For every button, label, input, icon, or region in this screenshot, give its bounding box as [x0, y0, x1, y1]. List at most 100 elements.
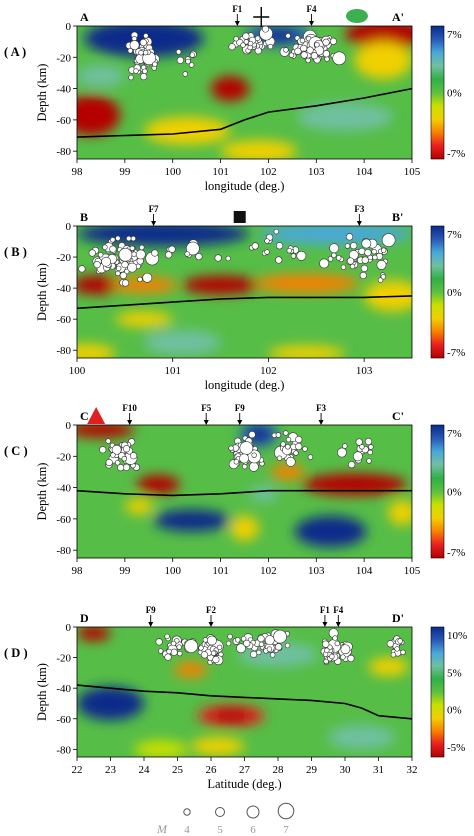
- earthquake-event: [118, 247, 133, 262]
- earthquake-event: [340, 654, 346, 660]
- velocity-anomaly: [270, 464, 305, 480]
- earthquake-event: [139, 244, 145, 251]
- earthquake-event: [243, 639, 251, 648]
- earthquake-event: [348, 461, 356, 469]
- velocity-anomaly: [144, 116, 231, 145]
- y-axis-label: Depth (km): [35, 64, 49, 122]
- earthquake-event: [105, 458, 113, 467]
- earthquake-event: [331, 252, 337, 258]
- earthquake-event: [140, 73, 148, 81]
- velocity-anomaly-core: [81, 279, 111, 291]
- moho-boundary-line: [77, 489, 412, 497]
- fault-arrow-head: [208, 622, 214, 627]
- earthquake-event: [329, 653, 335, 660]
- earthquake-event: [295, 435, 303, 444]
- earthquake-event: [336, 447, 347, 458]
- earthquake-event: [236, 643, 246, 654]
- earthquake-event: [293, 450, 299, 456]
- earthquake-event: [143, 33, 149, 39]
- earthquake-event: [285, 444, 291, 450]
- earthquake-event: [109, 245, 117, 253]
- fault-label: F4: [333, 605, 343, 615]
- velocity-anomaly: [354, 41, 412, 80]
- earthquake-event: [276, 455, 283, 461]
- x-axis-label: Latitude (deg.): [207, 777, 281, 791]
- earthquake-event: [170, 640, 177, 647]
- moho-boundary-line: [77, 295, 412, 310]
- earthquake-event: [251, 452, 257, 458]
- earthquake-event: [283, 47, 289, 53]
- earthquake-event: [177, 650, 183, 657]
- velocity-anomaly: [133, 740, 188, 757]
- earthquake-event: [381, 233, 396, 247]
- earthquake-event: [254, 35, 261, 41]
- earthquake-event: [347, 654, 355, 663]
- velocity-anomaly-core: [168, 513, 215, 528]
- earthquake-event: [361, 256, 369, 264]
- x-tick-label: 102: [260, 565, 277, 577]
- earthquake-event: [306, 46, 314, 54]
- earthquake-event: [400, 649, 406, 656]
- colorbar-tick-label: 0%: [447, 705, 462, 717]
- x-tick-label: 103: [356, 365, 373, 377]
- y-tick-label: -80: [56, 146, 71, 158]
- x-tick-label: 100: [164, 565, 181, 577]
- earthquake-event: [364, 437, 373, 446]
- earthquake-event: [361, 238, 372, 249]
- earthquake-event: [285, 456, 296, 467]
- y-tick-label: -40: [56, 683, 71, 695]
- earthquake-event: [176, 56, 184, 64]
- fault-label: F4: [307, 4, 317, 14]
- earthquake-event: [314, 42, 320, 48]
- earthquake-event: [214, 254, 222, 262]
- earthquake-event: [275, 256, 283, 264]
- moho-boundary-line: [77, 684, 412, 720]
- earthquake-event: [366, 458, 372, 464]
- earthquake-event: [257, 635, 265, 643]
- y-tick-label: 0: [66, 221, 72, 233]
- earthquake-event: [133, 68, 139, 74]
- earthquake-event: [273, 228, 279, 235]
- earthquake-event: [105, 438, 111, 444]
- fault-arrow-head: [127, 420, 133, 425]
- colorbar-tick-label: 10%: [447, 630, 467, 642]
- earthquake-event: [110, 237, 116, 243]
- earthquake-event: [128, 74, 134, 81]
- volcano-marker: [87, 407, 106, 424]
- earthquake-event: [280, 441, 286, 447]
- velocity-anomaly-core: [211, 709, 252, 723]
- x-tick-label: 101: [212, 565, 229, 577]
- earthquake-event: [286, 247, 292, 254]
- velocity-field: [77, 425, 412, 558]
- fault-arrow-head: [322, 622, 328, 627]
- earthquake-event: [394, 646, 400, 652]
- velocity-anomaly-core: [322, 477, 387, 492]
- earthquake-event: [380, 274, 387, 280]
- earthquake-event: [349, 263, 356, 270]
- velocity-anomaly-core: [218, 81, 242, 97]
- earthquake-event: [228, 445, 234, 451]
- earthquake-event: [359, 271, 367, 280]
- panel-frame: [76, 225, 413, 359]
- fault-label: F3: [316, 403, 326, 413]
- earthquake-event: [295, 442, 303, 451]
- velocity-anomaly-core: [247, 426, 271, 442]
- colorbar-tick-label: 5%: [447, 667, 462, 679]
- panel-label: ( A ): [4, 45, 26, 59]
- earthquake-event: [157, 648, 164, 654]
- x-axis-label: longitude (deg.): [205, 179, 285, 193]
- y-tick-label: 0: [66, 622, 72, 634]
- moho-boundary-line: [77, 87, 412, 138]
- earthquake-event: [115, 265, 122, 272]
- anomaly-layer: [77, 425, 412, 548]
- earthquake-event: [264, 238, 270, 244]
- earthquake-event: [390, 652, 397, 658]
- magnitude-symbol-4: [183, 808, 191, 816]
- x-tick-label: 101: [212, 166, 229, 178]
- x-tick-label: 26: [206, 764, 218, 776]
- magnitude-legend: M 4 5 6 7: [156, 802, 295, 836]
- earthquake-event: [334, 640, 340, 647]
- earthquake-event: [184, 639, 199, 653]
- fault-arrow-head: [151, 221, 157, 226]
